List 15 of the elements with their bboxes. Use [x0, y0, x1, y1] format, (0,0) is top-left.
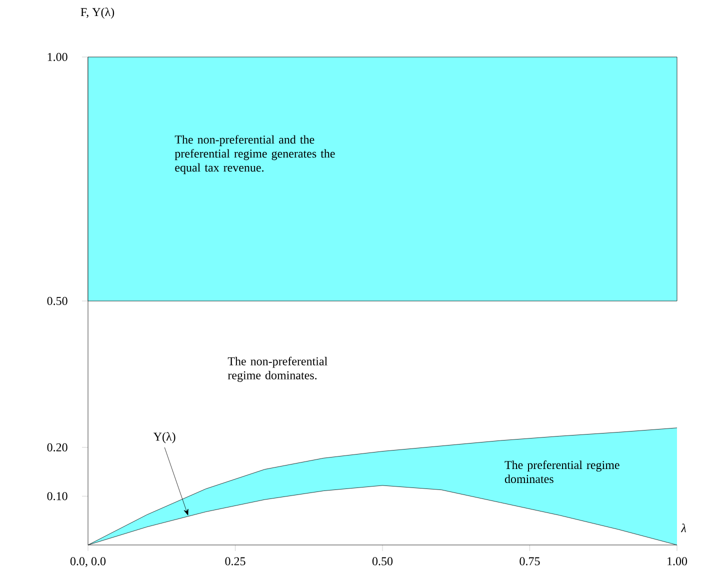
annotation: The preferential regime dominates: [504, 460, 620, 484]
annotation: The non-preferential regime dominates.: [228, 356, 328, 382]
x-tick-label: 1.00: [668, 557, 688, 566]
y-tick-label: 0.20: [47, 443, 68, 452]
y-tick-label: 0.50: [47, 296, 68, 306]
x-axis-title: λ: [680, 524, 686, 532]
x-tick-label: 0.75: [520, 557, 540, 566]
y-tick-label: 0.10: [47, 492, 68, 500]
annotation: The non-preferential and the preferential regime generates the equal tax revenue.: [174, 135, 335, 174]
x-tick-label: 0.25: [225, 557, 246, 566]
y-axis-title: F, Y(λ): [80, 8, 114, 19]
y-tick-label: 1.00: [48, 52, 68, 62]
x-tick-label: 0.50: [372, 557, 393, 566]
x-tick-label: 0.0, 0.0: [70, 557, 106, 568]
annotation: Y(λ): [153, 432, 176, 444]
